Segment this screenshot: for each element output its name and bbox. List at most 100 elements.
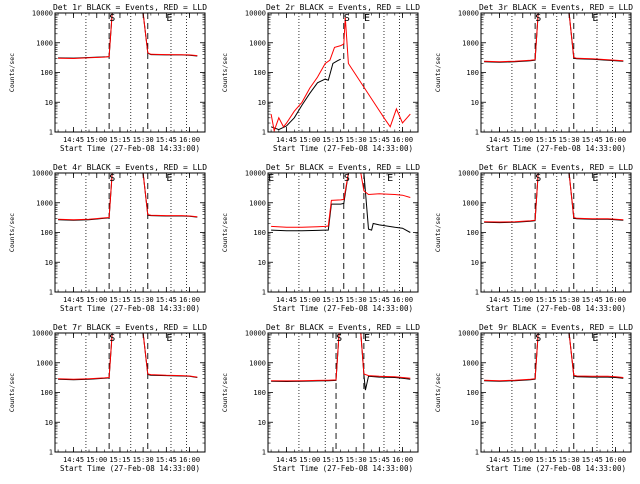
x-tick-label: 15:30 [346, 136, 367, 144]
y-tick-label: 1000 [249, 359, 266, 367]
y-tick-label: 10 [258, 99, 266, 107]
marker-label-e: E [166, 173, 172, 184]
marker-label-s: S [109, 173, 115, 184]
panel-det-6: Det 6r BLACK = Events, RED = LLD Counts/s… [434, 163, 633, 313]
x-tick-label: 15:00 [86, 456, 107, 464]
series-events-line [271, 173, 411, 233]
x-tick-label: 16:00 [605, 296, 626, 304]
plot-title: Det 7r BLACK = Events, RED = LLD [53, 323, 207, 332]
y-tick-label: 10000 [245, 330, 266, 338]
x-tick-label: 16:00 [605, 136, 626, 144]
plot-frame [480, 332, 632, 453]
marker-label-e: E [364, 13, 370, 24]
y-tick-label: 10 [45, 419, 53, 427]
y-tick-label: 10 [258, 419, 266, 427]
y-tick-label: 1 [475, 449, 479, 457]
plot-title: Det 8r BLACK = Events, RED = LLD [266, 323, 420, 332]
marker-label-e: E [592, 13, 598, 24]
series-lld-line [58, 173, 198, 221]
plot-title: Det 2r BLACK = Events, RED = LLD [266, 3, 420, 12]
x-axis-label: Start Time (27-Feb-08 14:33:00) [60, 144, 200, 153]
marker-label-s: S [109, 333, 115, 344]
y-axis-label: Counts/sec [8, 53, 16, 92]
y-tick-label: 1 [262, 449, 266, 457]
x-tick-label: 15:15 [109, 456, 130, 464]
x-tick-label: 15:45 [369, 456, 390, 464]
panel-det-3: Det 3r BLACK = Events, RED = LLD Counts/s… [434, 3, 633, 153]
marker-label-s: S [109, 13, 115, 24]
x-tick-label: 15:15 [535, 456, 556, 464]
y-tick-label: 100 [40, 69, 53, 77]
plot-title: Det 6r BLACK = Events, RED = LLD [479, 163, 633, 172]
y-tick-label: 1 [49, 289, 53, 297]
panel-det-2: Det 2r BLACK = Events, RED = LLD Counts/s… [221, 3, 420, 153]
y-tick-label: 1 [475, 129, 479, 137]
x-tick-label: 14:45 [489, 136, 510, 144]
marker-label-e: E [592, 333, 598, 344]
plot-title: Det 4r BLACK = Events, RED = LLD [53, 163, 207, 172]
y-axis-label: Counts/sec [434, 373, 442, 412]
x-axis-label: Start Time (27-Feb-08 14:33:00) [60, 464, 200, 473]
plot-frame [480, 12, 632, 133]
y-tick-label: 10000 [245, 170, 266, 178]
y-tick-label: 10 [471, 419, 479, 427]
x-tick-label: 14:45 [489, 296, 510, 304]
marker-label-s: S [344, 173, 350, 184]
plot-frame [54, 12, 206, 133]
plot-frame [54, 332, 206, 453]
panel-det-5: Det 5r BLACK = Events, RED = LLD Counts/s… [221, 163, 420, 313]
x-tick-label: 14:45 [63, 456, 84, 464]
x-axis-label: Start Time (27-Feb-08 14:33:00) [60, 304, 200, 313]
x-tick-label: 16:00 [392, 296, 413, 304]
x-tick-label: 15:30 [559, 136, 580, 144]
x-tick-label: 15:15 [322, 136, 343, 144]
x-tick-label: 15:30 [133, 456, 154, 464]
y-tick-label: 10000 [458, 330, 479, 338]
x-tick-label: 15:00 [299, 296, 320, 304]
y-tick-label: 1 [49, 449, 53, 457]
x-tick-label: 15:45 [156, 296, 177, 304]
y-axis-label: Counts/sec [221, 53, 229, 92]
x-tick-label: 15:30 [346, 456, 367, 464]
x-axis-label: Start Time (27-Feb-08 14:33:00) [273, 304, 413, 313]
marker-label-e: E [166, 333, 172, 344]
y-tick-label: 10000 [32, 330, 53, 338]
x-axis-label: Start Time (27-Feb-08 14:33:00) [486, 304, 626, 313]
y-tick-label: 10000 [245, 10, 266, 18]
y-tick-label: 1000 [462, 359, 479, 367]
y-tick-label: 10 [45, 259, 53, 267]
plot-frame [267, 332, 419, 453]
plot-frame [54, 172, 206, 293]
marker-label-s: S [535, 13, 541, 24]
y-tick-label: 10000 [32, 10, 53, 18]
x-tick-label: 14:45 [489, 456, 510, 464]
x-tick-label: 15:45 [369, 136, 390, 144]
x-tick-label: 15:45 [582, 456, 603, 464]
x-tick-label: 15:15 [322, 296, 343, 304]
plot-title: Det 3r BLACK = Events, RED = LLD [479, 3, 633, 12]
series-lld-line [484, 173, 624, 223]
x-tick-label: 14:45 [276, 456, 297, 464]
plot-frame [480, 172, 632, 293]
x-tick-label: 14:45 [63, 136, 84, 144]
y-axis-label: Counts/sec [8, 373, 16, 412]
marker-label-e: E [268, 173, 274, 184]
x-tick-label: 15:45 [582, 296, 603, 304]
x-tick-label: 15:00 [86, 296, 107, 304]
y-tick-label: 100 [40, 229, 53, 237]
x-tick-label: 15:15 [322, 456, 343, 464]
plot-title: Det 9r BLACK = Events, RED = LLD [479, 323, 633, 332]
y-tick-label: 1 [262, 289, 266, 297]
y-tick-label: 1000 [36, 359, 53, 367]
marker-label-e: E [166, 13, 172, 24]
series-lld-line [484, 13, 624, 63]
series-lld-line [58, 333, 198, 380]
x-tick-label: 15:30 [559, 456, 580, 464]
x-axis-label: Start Time (27-Feb-08 14:33:00) [273, 464, 413, 473]
x-tick-label: 15:30 [559, 296, 580, 304]
x-tick-label: 15:30 [133, 136, 154, 144]
y-tick-label: 10 [471, 259, 479, 267]
series-events-line [484, 333, 624, 382]
x-tick-label: 15:00 [86, 136, 107, 144]
